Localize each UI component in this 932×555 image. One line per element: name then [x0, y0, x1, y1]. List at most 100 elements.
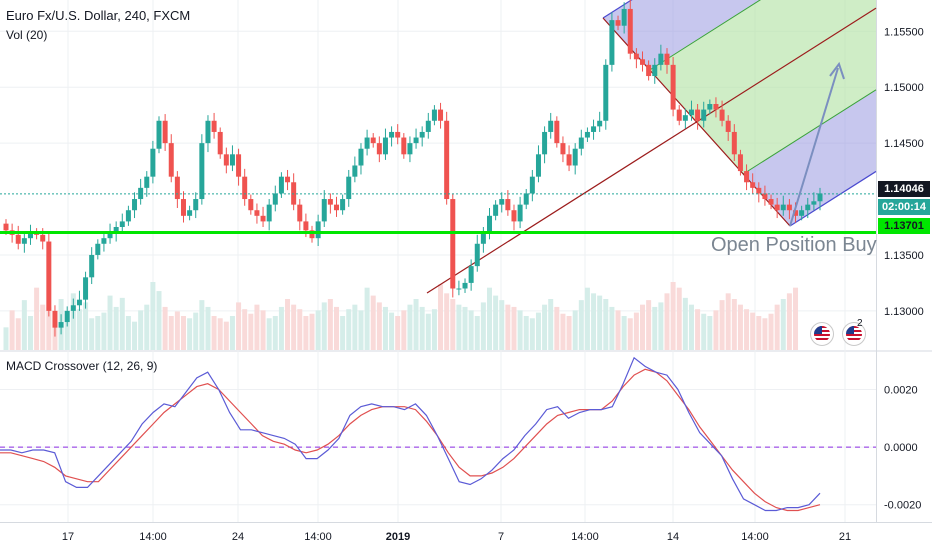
candle-body	[364, 137, 370, 149]
volume-bar	[474, 316, 480, 350]
volume-bar	[83, 302, 89, 350]
volume-bar	[664, 293, 670, 350]
volume-bar	[762, 318, 768, 350]
macd-label: MACD Crossover (12, 26, 9)	[6, 359, 158, 373]
volume-bar	[297, 309, 303, 350]
volume-bar	[119, 297, 125, 350]
candle-body	[744, 171, 750, 183]
volume-bar	[597, 295, 603, 350]
candle-body	[303, 221, 309, 231]
candle-body	[278, 176, 284, 194]
candlestick-series	[3, 0, 823, 337]
candle-body	[431, 109, 437, 121]
volume-bar	[174, 311, 180, 350]
volume-bar	[229, 316, 235, 350]
candle-body	[438, 109, 444, 121]
candle-body	[658, 53, 664, 65]
macd-tick-label: 0.0000	[884, 442, 918, 454]
volume-bar	[591, 293, 597, 350]
volume-bar	[76, 309, 82, 350]
candle-body	[193, 199, 199, 211]
volume-bar	[719, 300, 725, 350]
candle-body	[493, 204, 499, 216]
volume-bar	[695, 309, 701, 350]
volume-bar	[487, 287, 493, 350]
candle-body	[248, 199, 254, 211]
price-tick-label: 1.13000	[884, 306, 924, 318]
volume-bar	[652, 306, 658, 350]
volume-bar	[278, 306, 284, 350]
candle-body	[560, 143, 566, 155]
candle-body	[621, 8, 627, 26]
candle-body	[646, 64, 652, 77]
candle-body	[578, 137, 584, 149]
volume-bar	[15, 318, 21, 350]
candle-body	[15, 234, 21, 244]
time-tick-label: 2019	[386, 531, 410, 543]
candle-body	[395, 131, 401, 138]
volume-bar	[64, 313, 70, 350]
candle-body	[688, 109, 694, 116]
candle-body	[321, 199, 327, 222]
candle-body	[101, 238, 107, 244]
volume-bar	[468, 310, 474, 350]
candle-body	[266, 204, 272, 222]
candle-body	[799, 210, 805, 216]
price-tick-label: 1.14500	[884, 138, 924, 150]
candle-body	[315, 221, 321, 239]
volume-bar	[584, 287, 590, 350]
volume-bar	[132, 321, 138, 350]
candle-body	[21, 238, 27, 244]
us-flag-events-icon[interactable]	[842, 322, 866, 346]
candle-body	[285, 176, 291, 183]
time-tick-label: 14	[667, 531, 679, 543]
candle-body	[425, 120, 431, 132]
volume-bar	[21, 300, 27, 350]
candle-body	[180, 199, 186, 216]
volume-bar	[744, 309, 750, 350]
pitchfork-lower-inner-zone	[696, 8, 876, 175]
volume-bar	[682, 297, 688, 350]
volume-bar	[450, 299, 456, 350]
volume-bar	[511, 306, 517, 350]
volume-bar	[125, 316, 131, 350]
candle-body	[517, 204, 523, 222]
candle-body	[168, 143, 174, 177]
volume-bar	[144, 304, 150, 350]
candle-body	[487, 215, 493, 233]
candle-body	[529, 176, 535, 194]
candle-body	[811, 201, 817, 205]
candle-body	[205, 120, 211, 144]
volume-bar	[352, 304, 358, 350]
candle-body	[199, 143, 205, 200]
candle-body	[327, 199, 333, 205]
volume-bar	[211, 316, 217, 350]
volume-bar	[658, 302, 664, 350]
candle-body	[76, 299, 82, 306]
volume-bar	[327, 299, 333, 350]
volume-bar	[725, 293, 731, 350]
volume-bar	[254, 304, 260, 350]
volume-bar	[780, 299, 786, 350]
volume-bar	[535, 312, 541, 350]
candle-body	[229, 154, 235, 166]
candle-body	[174, 176, 180, 200]
us-flag-event-icon[interactable]	[810, 322, 834, 346]
candle-body	[352, 165, 358, 177]
candle-body	[52, 310, 58, 328]
volume-bar	[499, 300, 505, 350]
volume-bar	[89, 318, 95, 350]
volume-bar	[578, 300, 584, 350]
candle-body	[737, 154, 743, 172]
candle-body	[542, 131, 548, 155]
candle-body	[144, 176, 150, 188]
candle-body	[223, 154, 229, 166]
candle-body	[480, 232, 486, 244]
candle-body	[58, 322, 64, 328]
open-position-annotation[interactable]: Open Position Buy	[711, 234, 877, 256]
candle-body	[236, 154, 242, 177]
volume-bar	[505, 304, 511, 350]
volume-bar	[138, 310, 144, 350]
